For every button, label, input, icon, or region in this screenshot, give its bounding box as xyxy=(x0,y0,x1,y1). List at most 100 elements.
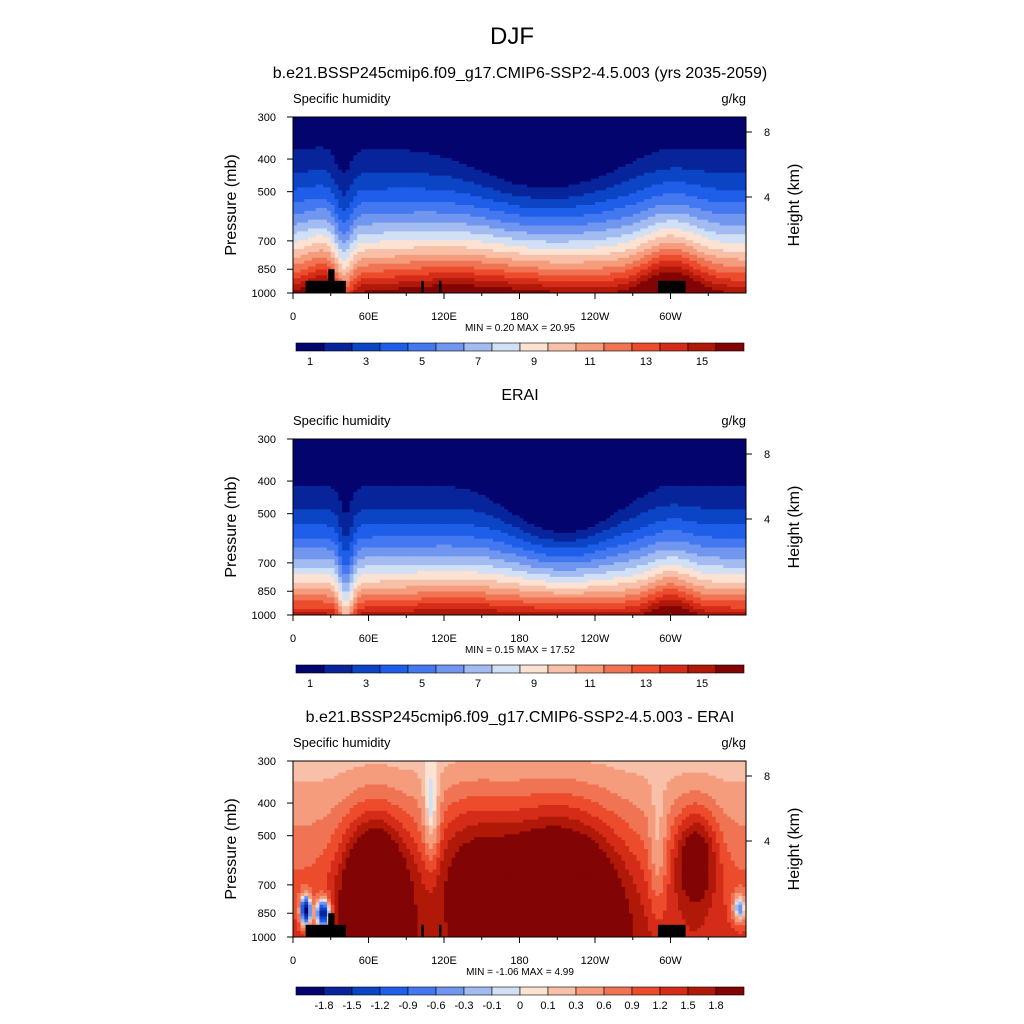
contour-cell xyxy=(678,231,683,235)
contour-cell xyxy=(500,196,505,200)
contour-cell xyxy=(564,169,569,174)
contour-cell xyxy=(557,131,562,135)
contour-cell xyxy=(398,175,403,179)
contour-cell xyxy=(651,178,656,182)
contour-cell xyxy=(293,213,298,218)
contour-cell xyxy=(659,152,664,156)
contour-cell xyxy=(523,216,528,221)
contour-cell xyxy=(632,134,637,138)
contour-cell xyxy=(353,237,358,241)
contour-cell xyxy=(410,205,415,209)
contour-cell xyxy=(602,199,607,203)
contour-cell xyxy=(311,169,317,174)
contour-cell xyxy=(466,190,471,194)
contour-cell xyxy=(727,163,732,168)
contour-cell xyxy=(678,225,683,229)
contour-cell xyxy=(576,196,581,200)
contour-cell xyxy=(470,184,475,188)
contour-cell xyxy=(621,187,626,191)
contour-cell xyxy=(538,222,543,226)
contour-cell xyxy=(734,193,739,197)
contour-cell xyxy=(410,166,415,171)
contour-cell xyxy=(308,193,313,197)
contour-cell xyxy=(587,161,592,165)
contour-cell xyxy=(515,140,520,144)
contour-cell xyxy=(636,193,641,197)
contour-cell xyxy=(481,181,486,185)
contour-cell xyxy=(674,131,679,135)
contour-cell xyxy=(474,172,479,177)
contour-cell xyxy=(572,155,577,159)
contour-cell xyxy=(530,237,535,241)
contour-cell xyxy=(504,149,509,153)
contour-cell xyxy=(470,119,475,124)
contour-cell xyxy=(357,128,362,133)
contour-cell xyxy=(410,149,415,153)
contour-cell xyxy=(602,196,607,200)
contour-cell xyxy=(549,210,554,215)
contour-cell xyxy=(376,155,381,159)
contour-cell xyxy=(666,205,671,209)
contour-cell xyxy=(511,128,517,133)
contour-cell xyxy=(613,175,619,179)
contour-cell xyxy=(530,119,535,124)
contour-cell xyxy=(640,166,645,171)
contour-cell xyxy=(719,196,724,200)
contour-cell xyxy=(428,155,434,159)
contour-cell xyxy=(372,237,377,241)
contour-cell xyxy=(432,149,437,153)
contour-cell xyxy=(447,193,452,197)
contour-cell xyxy=(542,193,547,197)
contour-cell xyxy=(715,169,720,174)
contour-cell xyxy=(387,169,392,174)
contour-cell xyxy=(357,175,362,179)
contour-cell xyxy=(293,175,298,179)
contour-cell xyxy=(712,193,717,197)
contour-cell xyxy=(353,155,358,159)
contour-cell xyxy=(376,205,381,209)
contour-cell xyxy=(398,202,403,206)
contour-cell xyxy=(466,155,471,159)
contour-cell xyxy=(689,128,694,133)
contour-cell xyxy=(549,193,554,197)
contour-cell xyxy=(417,128,422,133)
contour-cell xyxy=(308,128,313,133)
contour-cell xyxy=(444,137,449,141)
contour-cell xyxy=(387,140,392,144)
contour-cell xyxy=(674,190,679,194)
contour-cell xyxy=(394,149,400,153)
contour-cell xyxy=(315,125,320,130)
contour-cell xyxy=(636,178,641,182)
contour-cell xyxy=(564,131,569,135)
contour-cell xyxy=(474,219,479,223)
contour-cell xyxy=(617,175,622,179)
contour-cell xyxy=(598,219,603,223)
contour-cell xyxy=(734,158,739,162)
contour-cell xyxy=(742,234,746,238)
contour-cell xyxy=(602,234,607,238)
contour-cell xyxy=(455,125,460,130)
contour-cell xyxy=(712,187,717,191)
contour-cell xyxy=(712,210,717,215)
contour-cell xyxy=(398,146,403,150)
contour-cell xyxy=(527,213,532,218)
contour-cell xyxy=(685,172,690,177)
contour-cell xyxy=(591,140,596,144)
contour-cell xyxy=(742,163,746,168)
contour-cell xyxy=(428,172,434,177)
contour-cell xyxy=(477,119,483,124)
contour-cell xyxy=(311,199,317,203)
contour-cell xyxy=(640,175,645,179)
contour-cell xyxy=(576,169,581,174)
contour-cell xyxy=(391,205,396,209)
contour-cell xyxy=(447,228,452,232)
contour-cell xyxy=(470,155,475,159)
contour-cell xyxy=(700,202,705,206)
contour-cell xyxy=(617,146,622,150)
contour-cell xyxy=(444,128,449,133)
contour-cell xyxy=(738,222,743,226)
contour-cell xyxy=(470,237,475,241)
contour-cell xyxy=(651,143,656,147)
contour-cell xyxy=(477,146,483,150)
contour-cell xyxy=(708,207,713,212)
